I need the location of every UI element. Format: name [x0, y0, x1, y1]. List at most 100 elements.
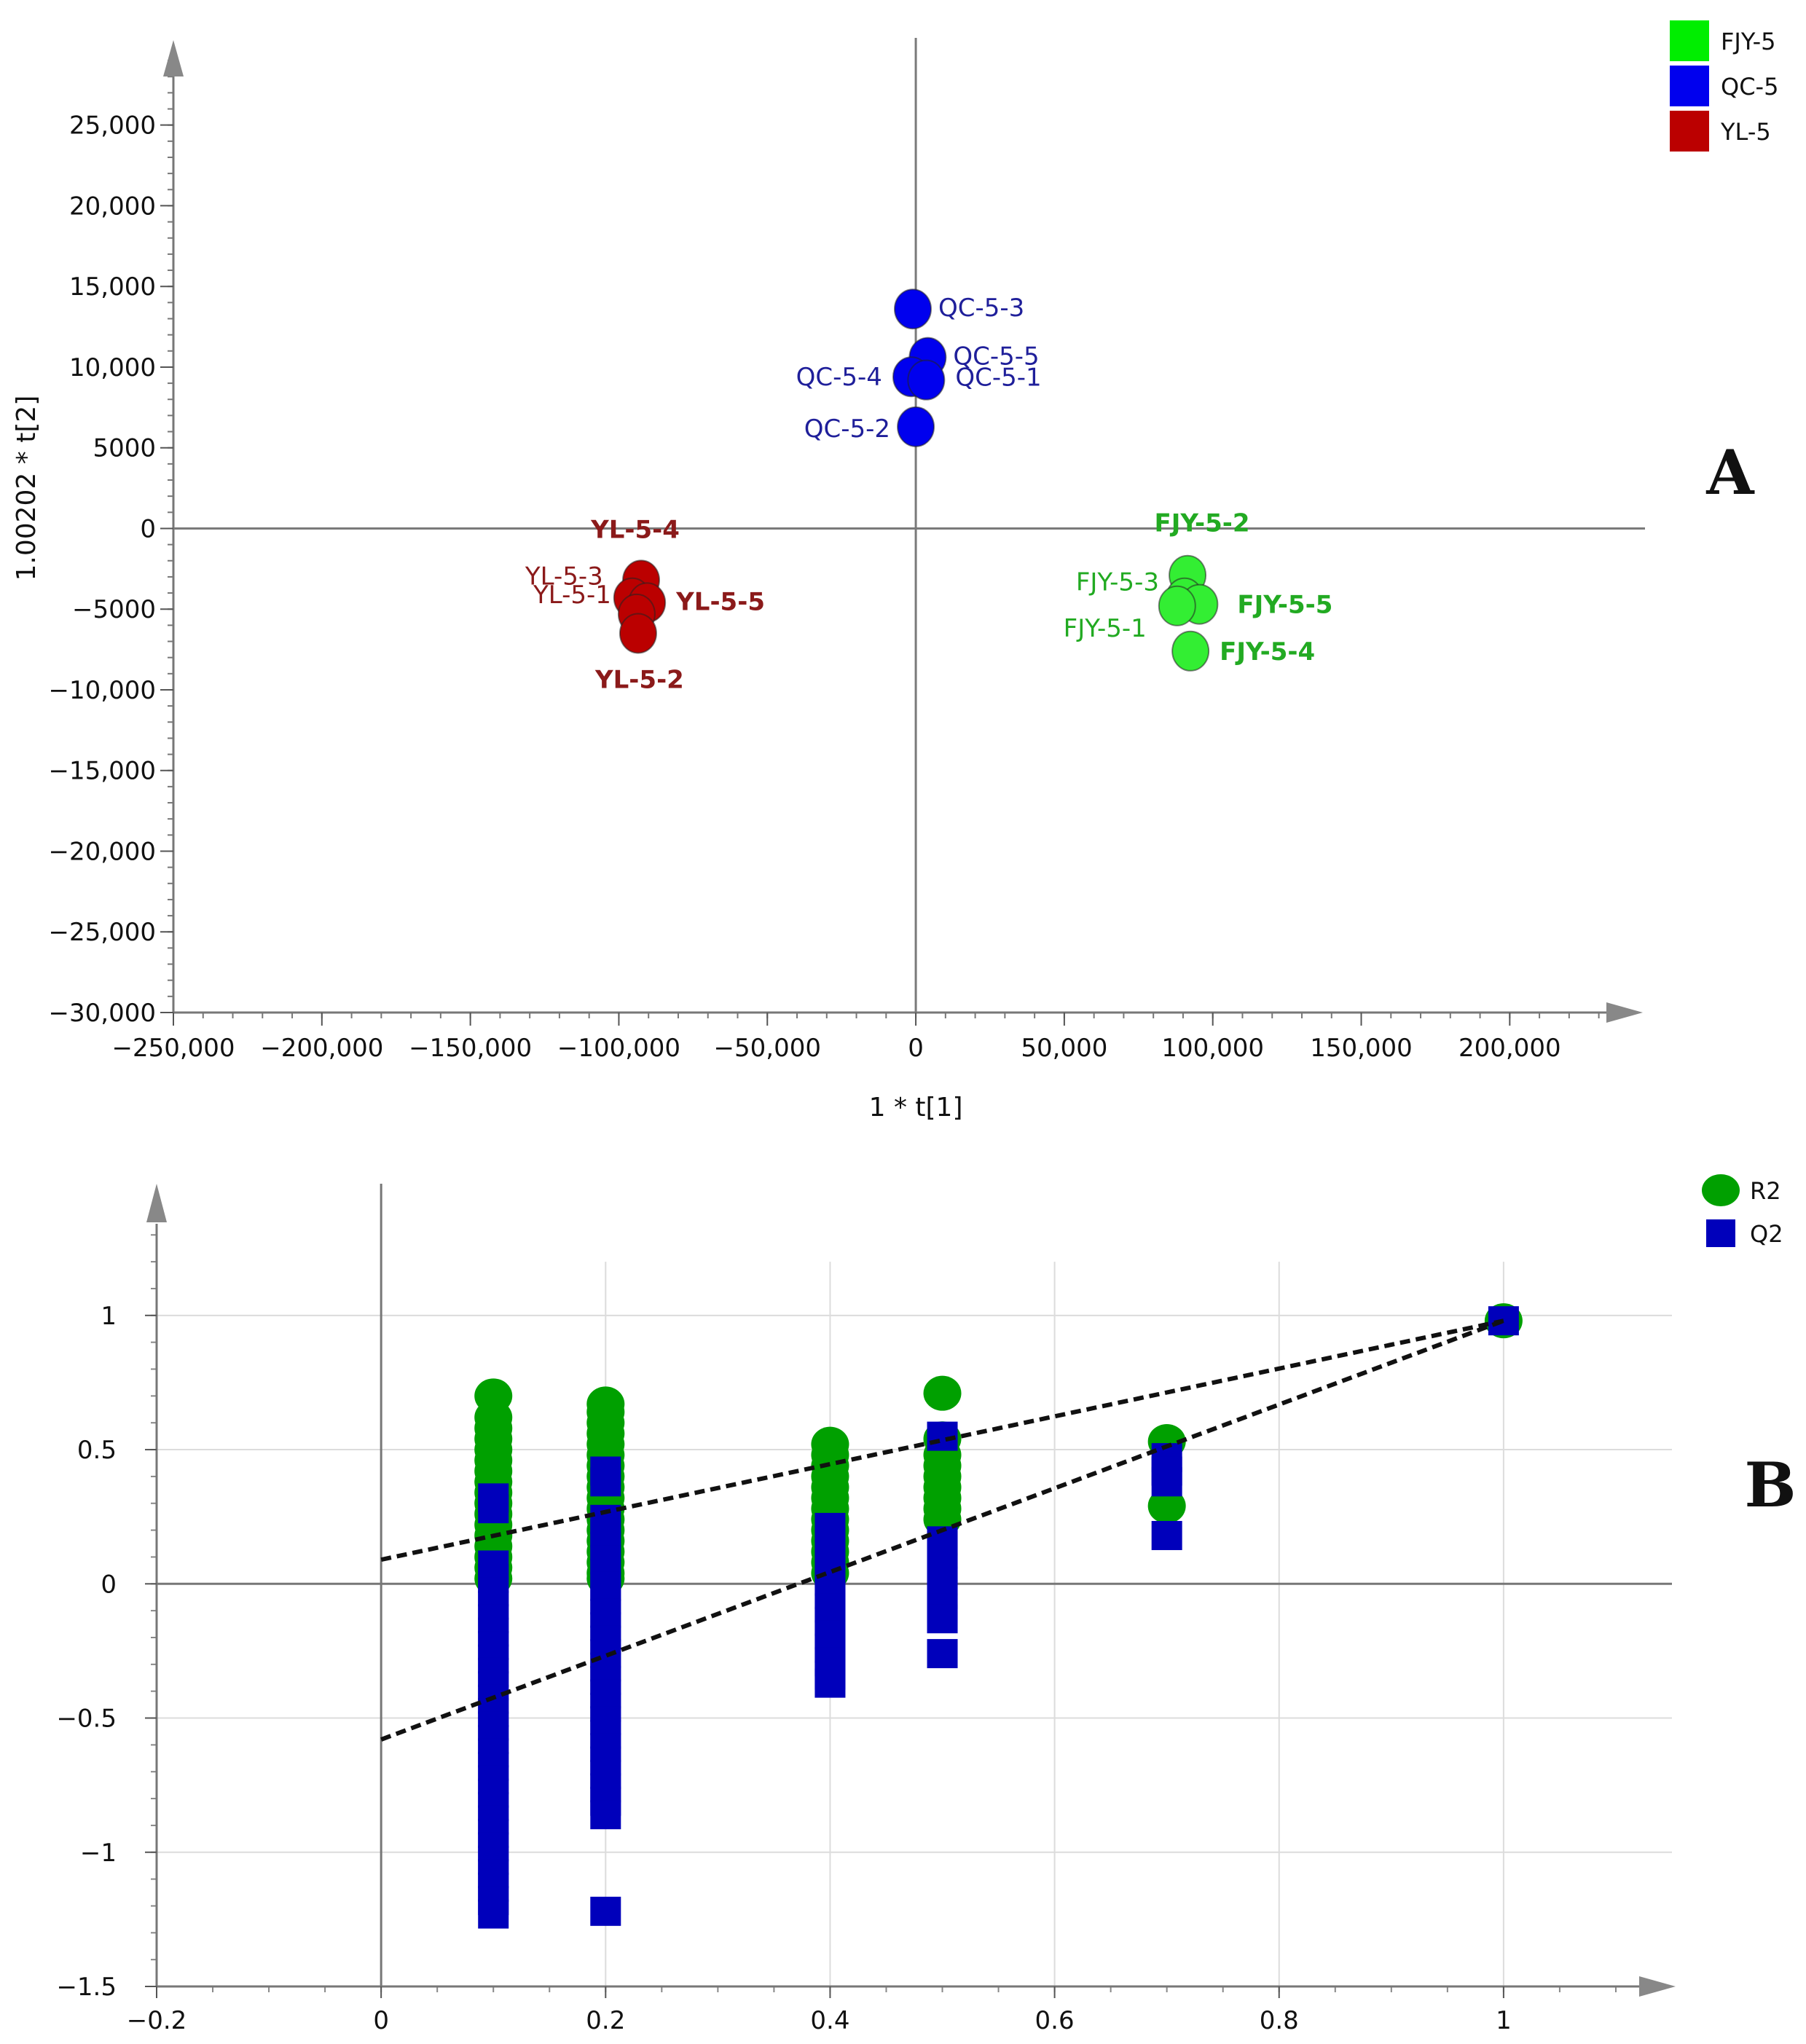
a-x-axis-title: 1 * t[1] — [869, 1093, 963, 1123]
b-x-tick-label: 0.4 — [810, 2006, 849, 2035]
a-point-qc-5-2 — [897, 406, 935, 447]
a-x-tick-label: 0 — [908, 1034, 924, 1063]
b-q2-point — [478, 1494, 509, 1524]
a-series-fjy-5 — [1158, 554, 1219, 672]
a-legend-swatch-fjy-5 — [1670, 20, 1709, 61]
a-legend-swatch-qc-5 — [1670, 66, 1709, 106]
a-x-tick-label: 150,000 — [1310, 1034, 1413, 1063]
panel-label-a: A — [1705, 436, 1755, 508]
panel-b-permutation-plot: 1 0.5 0 −0.5 −1 −1.5 −0.2 0 0.2 0.4 0.6 0.8 1 R2 Q2 B — [56, 1174, 1797, 2035]
b-legend-label: R2 — [1750, 1177, 1781, 1205]
a-point-label: FJY-5-3 — [1076, 568, 1159, 597]
b-x-tick-label: 0.8 — [1260, 2006, 1299, 2035]
b-y-tick-label: −0.5 — [56, 1705, 117, 1734]
b-regression-lines — [380, 1318, 1504, 1742]
b-q2-point — [590, 1896, 621, 1926]
a-labels-fjy-5: FJY-5-2 FJY-5-3 FJY-5-5 FJY-5-1 FJY-5-4 — [1064, 509, 1333, 667]
b-y-tick-label: 0.5 — [77, 1436, 117, 1465]
b-q2-point — [590, 1467, 621, 1497]
a-point-qc-5-1 — [907, 359, 946, 401]
a-y-tick-label: 0 — [140, 514, 156, 543]
b-x-tick-label: 0.6 — [1035, 2006, 1075, 2035]
a-point-label: FJY-5-2 — [1155, 509, 1250, 538]
b-x-tick-label: 0.2 — [586, 2006, 625, 2035]
b-x-tick-label: 1 — [1496, 2006, 1512, 2035]
a-point-label: QC-5-4 — [796, 363, 882, 392]
a-y-tick-label: −30,000 — [49, 999, 156, 1028]
a-y-axis-title: 1.00202 * t[2] — [12, 396, 42, 581]
b-x-tick-label: −0.2 — [127, 2006, 187, 2035]
a-point-yl-5-2 — [619, 613, 657, 654]
a-y-tick-label: −25,000 — [49, 918, 156, 947]
a-point-label: FJY-5-5 — [1237, 591, 1332, 620]
b-regression-line-q2 — [380, 1318, 1504, 1742]
b-minor-ticks — [151, 1234, 1617, 1992]
a-point-qc-5-3 — [893, 288, 932, 330]
a-y-tick-label: 5000 — [93, 434, 156, 463]
a-point-label: YL-5-1 — [533, 581, 611, 610]
a-series-yl-5 — [613, 559, 667, 654]
a-point-label: YL-5-3 — [525, 562, 603, 591]
b-y-tick-label: 1 — [101, 1302, 117, 1331]
a-point-label: QC-5-2 — [804, 414, 890, 444]
a-point-label: QC-5-3 — [938, 294, 1024, 323]
a-point-fjy-5-4 — [1171, 630, 1210, 672]
a-point-label: YL-5-5 — [675, 587, 765, 616]
a-point-label: QC-5-1 — [955, 363, 1041, 393]
b-y-tick-label: 0 — [101, 1570, 117, 1599]
b-q2-point — [927, 1639, 958, 1669]
b-r2-point — [1147, 1488, 1186, 1524]
b-series-q2 — [478, 1306, 1519, 1929]
a-y-tick-label: 25,000 — [69, 111, 156, 141]
b-y-tick-label: −1.5 — [56, 1973, 117, 2002]
a-point-label: QC-5-5 — [953, 342, 1039, 372]
b-legend-q2-icon — [1706, 1219, 1735, 1247]
b-q2-point — [478, 1899, 509, 1929]
panel-a-score-plot: 25,000 20,000 15,000 10,000 5000 0 −5000 −10,00… — [12, 20, 1778, 1123]
b-grid — [157, 1262, 1672, 1986]
panel-label-b: B — [1745, 1449, 1797, 1521]
a-point-fjy-5-1 — [1158, 585, 1196, 626]
b-q2-point — [1151, 1520, 1182, 1550]
a-y-arrow-icon — [163, 40, 184, 76]
b-r2-point — [923, 1375, 962, 1411]
b-legend-r2-icon — [1702, 1174, 1740, 1206]
a-y-tick-label: −5000 — [72, 595, 156, 624]
b-q2-point — [590, 1800, 621, 1830]
b-y-arrow-icon — [146, 1184, 167, 1222]
a-x-tick-label: −50,000 — [714, 1034, 821, 1063]
b-y-tick-label: −1 — [80, 1839, 117, 1868]
a-x-tick-label: 200,000 — [1458, 1034, 1561, 1063]
a-legend-label: YL-5 — [1720, 118, 1771, 146]
a-legend-label: FJY-5 — [1721, 28, 1776, 55]
b-q2-point — [814, 1668, 846, 1698]
a-y-tick-label: 20,000 — [69, 192, 156, 221]
a-legend: FJY-5 QC-5 YL-5 — [1670, 20, 1778, 152]
a-x-tick-label: −250,000 — [111, 1034, 235, 1063]
b-q2-point — [1151, 1467, 1182, 1497]
a-y-tick-label: −15,000 — [49, 757, 156, 786]
a-legend-label: QC-5 — [1721, 73, 1778, 101]
a-y-tick-label: −10,000 — [49, 676, 156, 705]
a-point-label: YL-5-2 — [594, 665, 684, 694]
b-x-tick-label: 0 — [373, 2006, 389, 2035]
a-point-label: FJY-5-1 — [1064, 614, 1147, 643]
a-legend-swatch-yl-5 — [1670, 111, 1709, 152]
a-point-label: FJY-5-4 — [1220, 637, 1315, 667]
a-labels-yl-5: YL-5-4 YL-5-3 YL-5-5 YL-5-1 YL-5-2 — [525, 515, 765, 694]
b-q2-point — [927, 1604, 958, 1634]
a-x-tick-label: 100,000 — [1161, 1034, 1264, 1063]
b-legend-label: Q2 — [1750, 1220, 1783, 1248]
a-series-qc-5 — [892, 288, 947, 447]
a-x-tick-label: −150,000 — [409, 1034, 532, 1063]
a-labels-qc-5: QC-5-3 QC-5-5 QC-5-4 QC-5-1 QC-5-2 — [796, 294, 1042, 444]
a-y-tick-label: 10,000 — [69, 353, 156, 382]
a-y-tick-label: −20,000 — [49, 837, 156, 866]
a-x-arrow-icon — [1606, 1002, 1643, 1023]
b-x-arrow-icon — [1639, 1976, 1676, 1997]
b-legend: R2 Q2 — [1702, 1174, 1783, 1248]
a-y-tick-label: 15,000 — [69, 272, 156, 302]
a-x-tick-label: −200,000 — [260, 1034, 383, 1063]
a-point-label: YL-5-4 — [590, 515, 680, 544]
